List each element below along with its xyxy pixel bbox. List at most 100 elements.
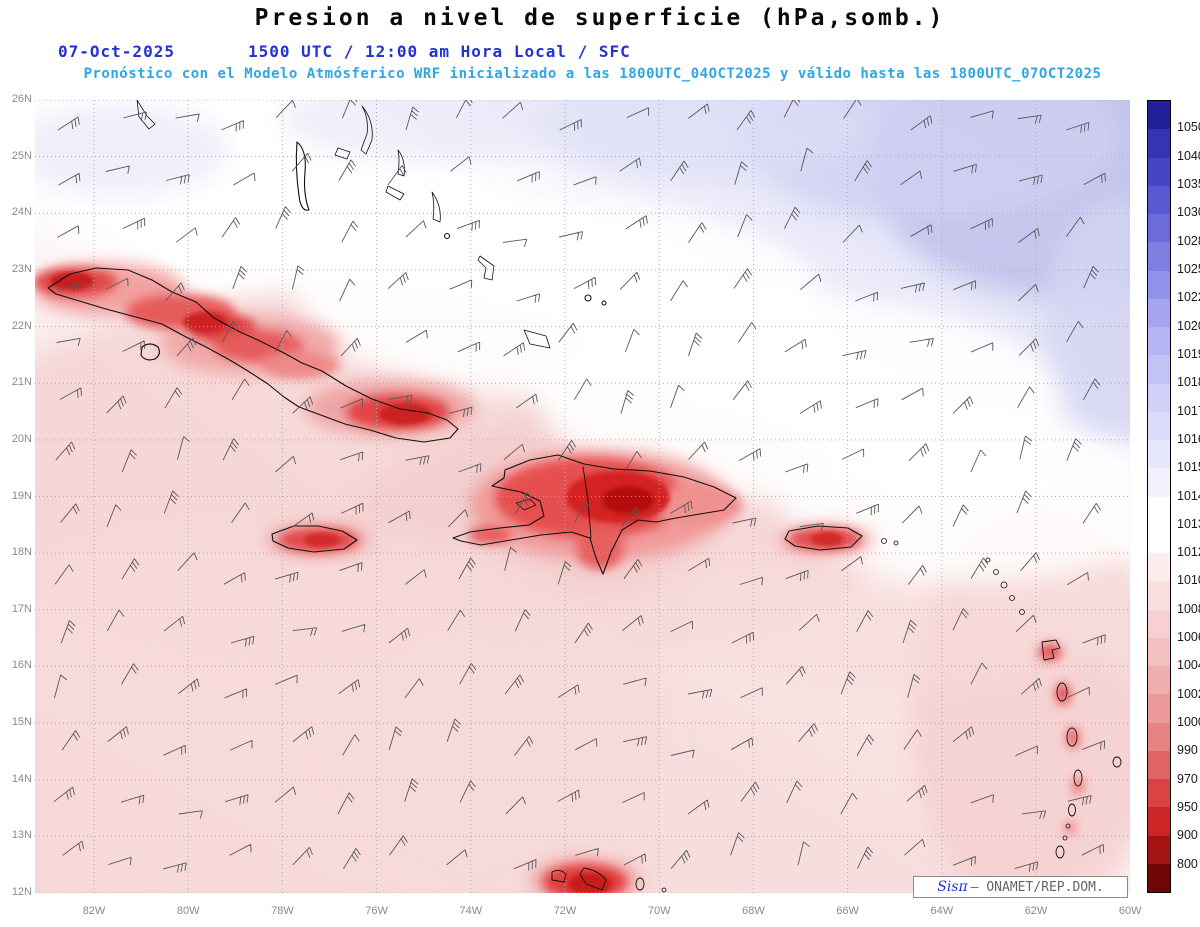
lat-label: 20N <box>11 432 32 445</box>
lat-label: 25N <box>11 149 32 162</box>
colorbar-segment <box>1148 185 1170 214</box>
lon-label: 72W <box>553 905 577 917</box>
forecast-date: 07-Oct-2025 <box>58 42 175 61</box>
haiti-dr-border <box>582 466 592 539</box>
lat-label: 24N <box>11 206 32 219</box>
new-providence-coast <box>334 147 351 160</box>
lat-label: 12N <box>11 886 32 898</box>
colorbar-tick: 1012 <box>1177 545 1200 560</box>
colorbar-segment <box>1148 694 1170 723</box>
bonaire-coast <box>635 877 645 891</box>
st-vincent-coast <box>1068 803 1076 817</box>
coastlines <box>47 100 1122 893</box>
lon-label: 74W <box>459 905 483 917</box>
lon-label: 68W <box>742 905 765 917</box>
long-island-coast <box>431 191 441 223</box>
colorbar-segment <box>1148 214 1170 243</box>
antigua-islet <box>1009 595 1015 601</box>
colorbar-segment <box>1148 242 1170 271</box>
colorbar-tick: 1018 <box>1177 375 1200 390</box>
lat-label: 16N <box>11 659 32 672</box>
colorbar-tick: 970 <box>1177 771 1198 786</box>
los-roques-islet <box>661 887 667 893</box>
lon-label: 70W <box>647 905 671 917</box>
wind-barbs <box>53 100 1106 873</box>
onamet-credit: – ONAMET/REP.DOM. <box>970 879 1104 895</box>
curacao-coast <box>579 867 607 891</box>
colorbar-tick: 1006 <box>1177 630 1200 645</box>
cat-island-coast <box>397 149 405 177</box>
colorbar-tick: 1002 <box>1177 686 1200 701</box>
colorbar-segment <box>1148 750 1170 779</box>
exuma-coast <box>385 185 405 201</box>
model-init-line: Pronóstico con el Modelo Atmósferico WRF… <box>83 66 1102 82</box>
montserrat-islet <box>1019 609 1025 615</box>
st-lucia-coast <box>1073 769 1083 787</box>
page-title: Presion a nivel de superficie (hPa,somb.… <box>254 5 946 31</box>
jamaica-coast <box>271 525 358 553</box>
colorbar-segment <box>1148 581 1170 610</box>
pressure-shading <box>35 100 1130 893</box>
colorbar-tick: 1016 <box>1177 431 1200 446</box>
colorbar-segment <box>1148 468 1170 497</box>
st-kitts-islet <box>1000 581 1008 589</box>
colorbar-segment <box>1148 609 1170 638</box>
virgin-island-islet <box>881 538 887 544</box>
colorbar-tick: 1015 <box>1177 460 1200 475</box>
colorbar-tick: 800 <box>1177 856 1198 871</box>
virgin-island-islet2 <box>893 540 899 546</box>
colorbar-tick: 1020 <box>1177 318 1200 333</box>
pressure-colorbar <box>1147 100 1171 893</box>
martinique-coast <box>1066 727 1078 747</box>
lon-label: 62W <box>1024 905 1048 917</box>
forecast-time: 1500 UTC / 12:00 am Hora Local / SFC <box>248 42 631 61</box>
colorbar-tick: 1000 <box>1177 715 1200 730</box>
lat-label: 21N <box>11 376 32 389</box>
colorbar-tick: 1008 <box>1177 601 1200 616</box>
lat-label: 18N <box>11 546 32 559</box>
lat-label: 23N <box>11 262 32 275</box>
colorbar-tick: 1030 <box>1177 205 1200 220</box>
colorbar-segment <box>1148 496 1170 525</box>
eleuthera-coast <box>360 105 373 155</box>
lat-label: 26N <box>11 93 32 105</box>
colorbar-segment <box>1148 129 1170 158</box>
colorbar-segment <box>1148 355 1170 384</box>
inagua-coast <box>523 329 551 349</box>
colorbar-tick: 1014 <box>1177 488 1200 503</box>
san-salvador-islet <box>443 232 451 240</box>
aruba-coast <box>551 869 567 883</box>
lat-label: 14N <box>11 772 32 785</box>
colorbar-segment <box>1148 666 1170 695</box>
lat-label: 13N <box>11 829 32 842</box>
colorbar-tick: 1035 <box>1177 176 1200 191</box>
lat-label: 15N <box>11 716 32 729</box>
gonave-coast <box>515 498 537 511</box>
lon-label: 78W <box>271 905 294 917</box>
colorbar-tick: 1010 <box>1177 573 1200 588</box>
watermark-box: Sisπ – ONAMET/REP.DOM. <box>913 876 1128 898</box>
colorbar-segment <box>1148 722 1170 751</box>
colorbar-segment <box>1148 327 1170 356</box>
colorbar-segment <box>1148 411 1170 440</box>
colorbar-segment <box>1148 440 1170 469</box>
isla-juventud-coast <box>140 343 161 361</box>
colorbar-tick: 1013 <box>1177 516 1200 531</box>
colorbar-segment <box>1148 807 1170 836</box>
lat-label: 19N <box>11 489 32 502</box>
colorbar-segment <box>1148 835 1170 864</box>
leeward-islet1 <box>985 557 991 563</box>
hispaniola-coast <box>452 454 737 575</box>
lat-label: 22N <box>11 319 32 332</box>
colorbar-segment <box>1148 298 1170 327</box>
lat-lon-grid <box>35 100 1130 893</box>
colorbar-segment <box>1148 863 1170 892</box>
colorbar-segment <box>1148 637 1170 666</box>
colorbar-tick: 1019 <box>1177 346 1200 361</box>
puerto-rico-coast <box>784 525 863 551</box>
colorbar-segment <box>1148 779 1170 808</box>
lon-label: 66W <box>836 905 859 917</box>
colorbar-tick: 1022 <box>1177 290 1200 305</box>
guadeloupe-coast <box>1041 639 1061 661</box>
colorbar-segment <box>1148 101 1170 130</box>
